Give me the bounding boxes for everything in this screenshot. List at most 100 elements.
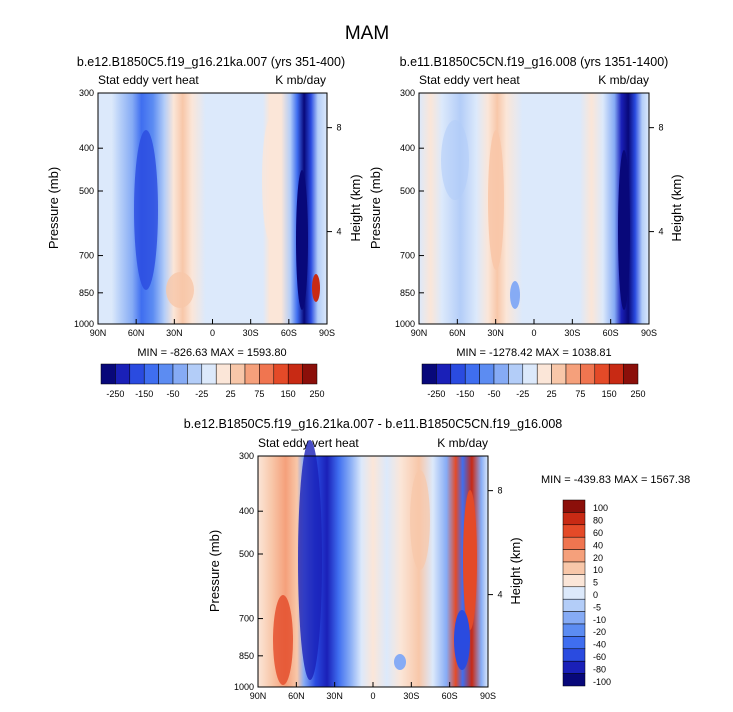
colorbar-swatch [100, 363, 116, 385]
panel-2-blob [618, 150, 630, 310]
colorbar-swatch [562, 660, 586, 674]
panel-2-y-ticks: 300 400 500 700 850 1000 [395, 88, 424, 329]
panel-3-field [258, 456, 488, 687]
x-tick-label: 0 [370, 691, 375, 701]
panel-2-blob [441, 120, 469, 200]
y-tick-label: 700 [79, 251, 94, 261]
x-tick-label: 30N [326, 691, 343, 701]
panel-1-blob [134, 130, 158, 290]
panel-1-ylabel: Pressure (mb) [46, 167, 61, 249]
x-tick-label: 60S [442, 691, 458, 701]
colorbar-label: -40 [593, 640, 606, 650]
panel-2-y2-ticks: 84 [649, 123, 664, 237]
y2-tick-label: 4 [658, 227, 663, 237]
colorbar-swatch [302, 363, 318, 385]
x-tick-label: 90N [411, 328, 428, 338]
panel-3-y-ticks: 300 400 500 700 850 1000 [234, 451, 263, 692]
panel-1-field [98, 93, 327, 324]
colorbar-swatch [158, 363, 174, 385]
panel-1-blob [296, 170, 308, 310]
colorbar-swatch [608, 363, 624, 385]
colorbar-swatch [562, 636, 586, 650]
panel-3-x-ticks: 90N 60N 30N 0 30S 60S 90S [250, 682, 496, 701]
panel-1-blob [312, 274, 320, 302]
colorbar-swatch [479, 363, 495, 385]
panel-3-title: b.e12.B1850C5.f19_g16.21ka.007 - b.e11.B… [184, 417, 563, 431]
panel-2-title: b.e11.B1850C5CN.f19_g16.008 (yrs 1351-14… [400, 55, 669, 69]
x-tick-label: 30S [564, 328, 580, 338]
colorbar-label: 80 [593, 516, 603, 526]
colorbar-label: -150 [135, 389, 153, 399]
colorbar-swatch [259, 363, 275, 385]
colorbar-label: 150 [602, 389, 617, 399]
y2-tick-label: 4 [497, 590, 502, 600]
panel-3-blob [273, 595, 293, 685]
y-tick-label: 850 [239, 651, 254, 661]
colorbar-swatch [562, 536, 586, 550]
colorbar-label: 250 [309, 389, 324, 399]
colorbar-swatch [172, 363, 188, 385]
panel-2-colorbar: -250 -150 -50 -25 25 75 150 250 [421, 363, 646, 399]
colorbar-label: 25 [226, 389, 236, 399]
panel-3-colorbar: 100 80 60 40 20 10 5 0 -5 -10 -20 -40 -60 -80 -100 [562, 499, 611, 687]
colorbar-swatch [562, 524, 586, 538]
x-tick-label: 90S [480, 691, 496, 701]
panel-1-y2-ticks: 84 [327, 123, 342, 237]
panel-3-blob [454, 610, 470, 670]
colorbar-swatch [551, 363, 567, 385]
x-tick-label: 30N [487, 328, 504, 338]
colorbar-label: -250 [427, 389, 445, 399]
panel-3-blob [394, 654, 406, 670]
panel-3-ylabel: Pressure (mb) [207, 530, 222, 612]
x-tick-label: 90S [641, 328, 657, 338]
figure-title: MAM [345, 23, 389, 44]
colorbar-swatch [562, 499, 586, 513]
colorbar-swatch [522, 363, 538, 385]
x-tick-label: 60S [281, 328, 297, 338]
colorbar-swatch [215, 363, 231, 385]
panel-1-y2label: Height (km) [348, 174, 363, 241]
x-tick-label: 90S [319, 328, 335, 338]
colorbar-swatch [562, 561, 586, 575]
panel-1-y-ticks: 300 400 500 700 850 1000 [74, 88, 103, 329]
colorbar-label: 25 [547, 389, 557, 399]
colorbar-swatch [562, 623, 586, 637]
x-tick-label: 30S [243, 328, 259, 338]
x-tick-label: 30S [403, 691, 419, 701]
colorbar-swatch [562, 648, 586, 662]
panel-3-right-label: K mb/day [437, 436, 488, 450]
y-tick-label: 300 [239, 451, 254, 461]
colorbar-label: -80 [593, 664, 606, 674]
panel-3-blob [410, 470, 430, 570]
colorbar-label: -5 [593, 602, 601, 612]
colorbar-swatch [115, 363, 131, 385]
colorbar-swatch [536, 363, 552, 385]
colorbar-swatch [580, 363, 596, 385]
y-tick-label: 300 [400, 88, 415, 98]
y2-tick-label: 4 [336, 227, 341, 237]
panel-2-blob [510, 281, 520, 309]
colorbar-swatch [187, 363, 203, 385]
panel-3-minmax: MIN = -439.83 MAX = 1567.38 [541, 474, 690, 486]
colorbar-label: 100 [593, 503, 608, 513]
y-tick-label: 400 [79, 143, 94, 153]
x-tick-label: 0 [210, 328, 215, 338]
colorbar-swatch [623, 363, 639, 385]
y-tick-label: 1000 [74, 319, 94, 329]
panel-2-minmax: MIN = -1278.42 MAX = 1038.81 [456, 347, 611, 359]
x-tick-label: 60N [288, 691, 305, 701]
y-tick-label: 850 [79, 288, 94, 298]
y-tick-label: 500 [239, 549, 254, 559]
x-tick-label: 60N [128, 328, 145, 338]
colorbar-swatch [493, 363, 509, 385]
colorbar-label: -100 [593, 677, 611, 687]
colorbar-label: 75 [575, 389, 585, 399]
colorbar-swatch [562, 673, 586, 687]
panel-1: b.e12.B1850C5.f19_g16.21ka.007 (yrs 351-… [46, 55, 363, 399]
panel-1-blob [262, 120, 278, 240]
x-tick-label: 0 [531, 328, 536, 338]
colorbar-swatch [562, 512, 586, 526]
colorbar-swatch [464, 363, 480, 385]
panel-1-right-label: K mb/day [275, 73, 326, 87]
